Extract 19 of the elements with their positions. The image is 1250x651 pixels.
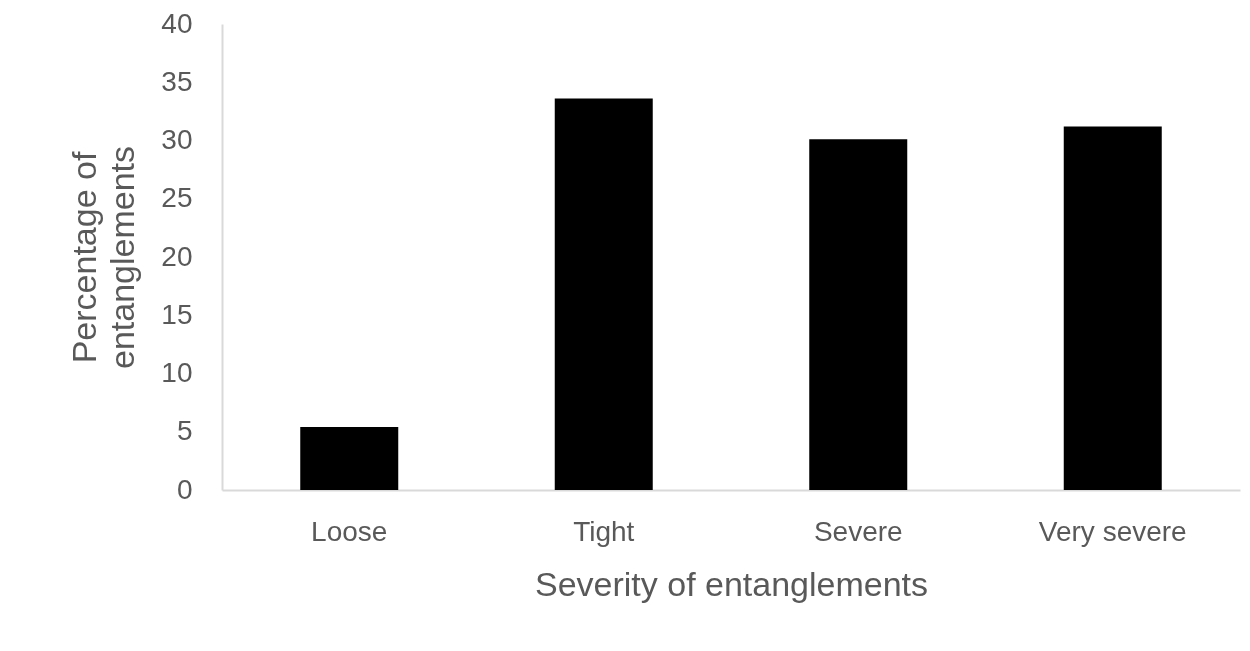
x-tick-label: Very severe [1038,515,1187,547]
y-tick-label: 40 [161,7,193,39]
y-tick-label: 20 [161,240,193,272]
x-tick-label: Tight [573,515,635,547]
y-tick-label: 10 [161,357,193,388]
bar [809,139,908,490]
x-axis-title: Severity of entanglements [534,564,929,603]
y-tick-label: 35 [161,65,193,97]
bar [554,98,653,490]
y-tick-label: 0 [176,473,193,505]
y-tick-label: 30 [161,124,193,155]
y-axis-title: Percentage of entanglements [65,145,142,370]
bar [300,427,399,490]
x-tick-label: Loose [311,515,388,547]
y-tick-label: 5 [176,415,193,447]
x-tick-label: Severe [813,515,903,547]
y-tick-label: 15 [161,298,193,330]
bar [1063,126,1162,490]
y-tick-label: 25 [161,182,193,214]
